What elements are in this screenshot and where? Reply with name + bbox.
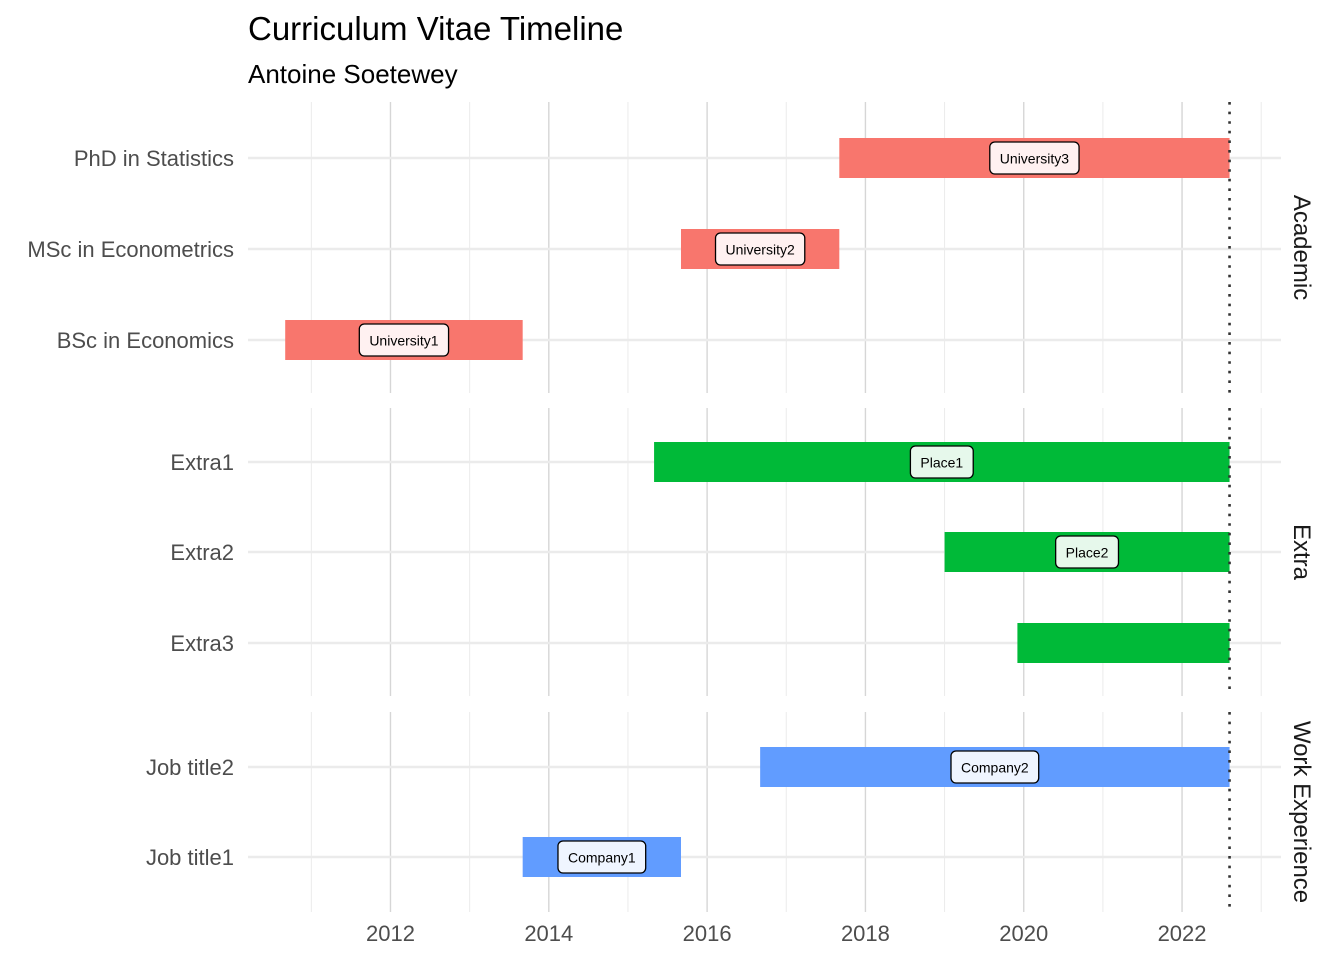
x-tick-label: 2012 xyxy=(366,921,415,946)
place-label-text: Company1 xyxy=(568,850,636,866)
y-tick-label: Extra1 xyxy=(170,450,234,475)
place-label-box xyxy=(989,141,1080,175)
facet-strip-label: Academic xyxy=(1288,195,1315,300)
chart-subtitle: Antoine Soetewey xyxy=(248,59,458,89)
place-label-box xyxy=(909,445,974,479)
y-tick-label: Extra2 xyxy=(170,540,234,565)
place-label: University2 xyxy=(714,232,806,266)
y-tick-label: Job title1 xyxy=(146,845,234,870)
place-label-text: University1 xyxy=(369,333,438,349)
place-label: University1 xyxy=(358,323,450,357)
y-tick-label: MSc in Econometrics xyxy=(27,237,234,262)
x-tick-label: 2014 xyxy=(524,921,573,946)
place-label-box xyxy=(358,323,450,357)
y-tick-label: PhD in Statistics xyxy=(74,146,234,171)
place-label: University3 xyxy=(989,141,1080,175)
facet-panel-extra: Extra1 Place1 Extra2 Place2 Extra3 Extra xyxy=(170,408,1315,696)
facet-strip-label: Work Experience xyxy=(1288,721,1315,903)
timeline-bar xyxy=(1017,623,1230,663)
place-label-box xyxy=(950,750,1040,784)
chart-title: Curriculum Vitae Timeline xyxy=(248,10,623,47)
place-label-box xyxy=(714,232,806,266)
facet-panel-work-experience: Job title2 Company2 Job title1 Company1 Work… xyxy=(146,712,1315,912)
place-label: Place2 xyxy=(1055,535,1120,569)
plot-area: PhD in Statistics University3 MSc in Econo… xyxy=(27,102,1315,946)
x-tick-label: 2018 xyxy=(841,921,890,946)
place-label-text: Company2 xyxy=(961,760,1029,776)
place-label-text: University3 xyxy=(1000,151,1069,167)
place-label-box xyxy=(1055,535,1120,569)
facet-panel-academic: PhD in Statistics University3 MSc in Econo… xyxy=(27,102,1315,393)
facet-strip-label: Extra xyxy=(1288,524,1315,581)
y-tick-label: BSc in Economics xyxy=(57,328,234,353)
place-label-text: Place1 xyxy=(920,455,963,471)
x-tick-label: 2016 xyxy=(683,921,732,946)
y-tick-label: Extra3 xyxy=(170,631,234,656)
place-label-box xyxy=(557,840,647,874)
x-tick-label: 2022 xyxy=(1158,921,1207,946)
x-tick-label: 2020 xyxy=(999,921,1048,946)
place-label: Company1 xyxy=(557,840,647,874)
y-tick-label: Job title2 xyxy=(146,755,234,780)
place-label: Place1 xyxy=(909,445,974,479)
place-label-text: Place2 xyxy=(1066,545,1109,561)
place-label-text: University2 xyxy=(726,242,795,258)
place-label: Company2 xyxy=(950,750,1040,784)
